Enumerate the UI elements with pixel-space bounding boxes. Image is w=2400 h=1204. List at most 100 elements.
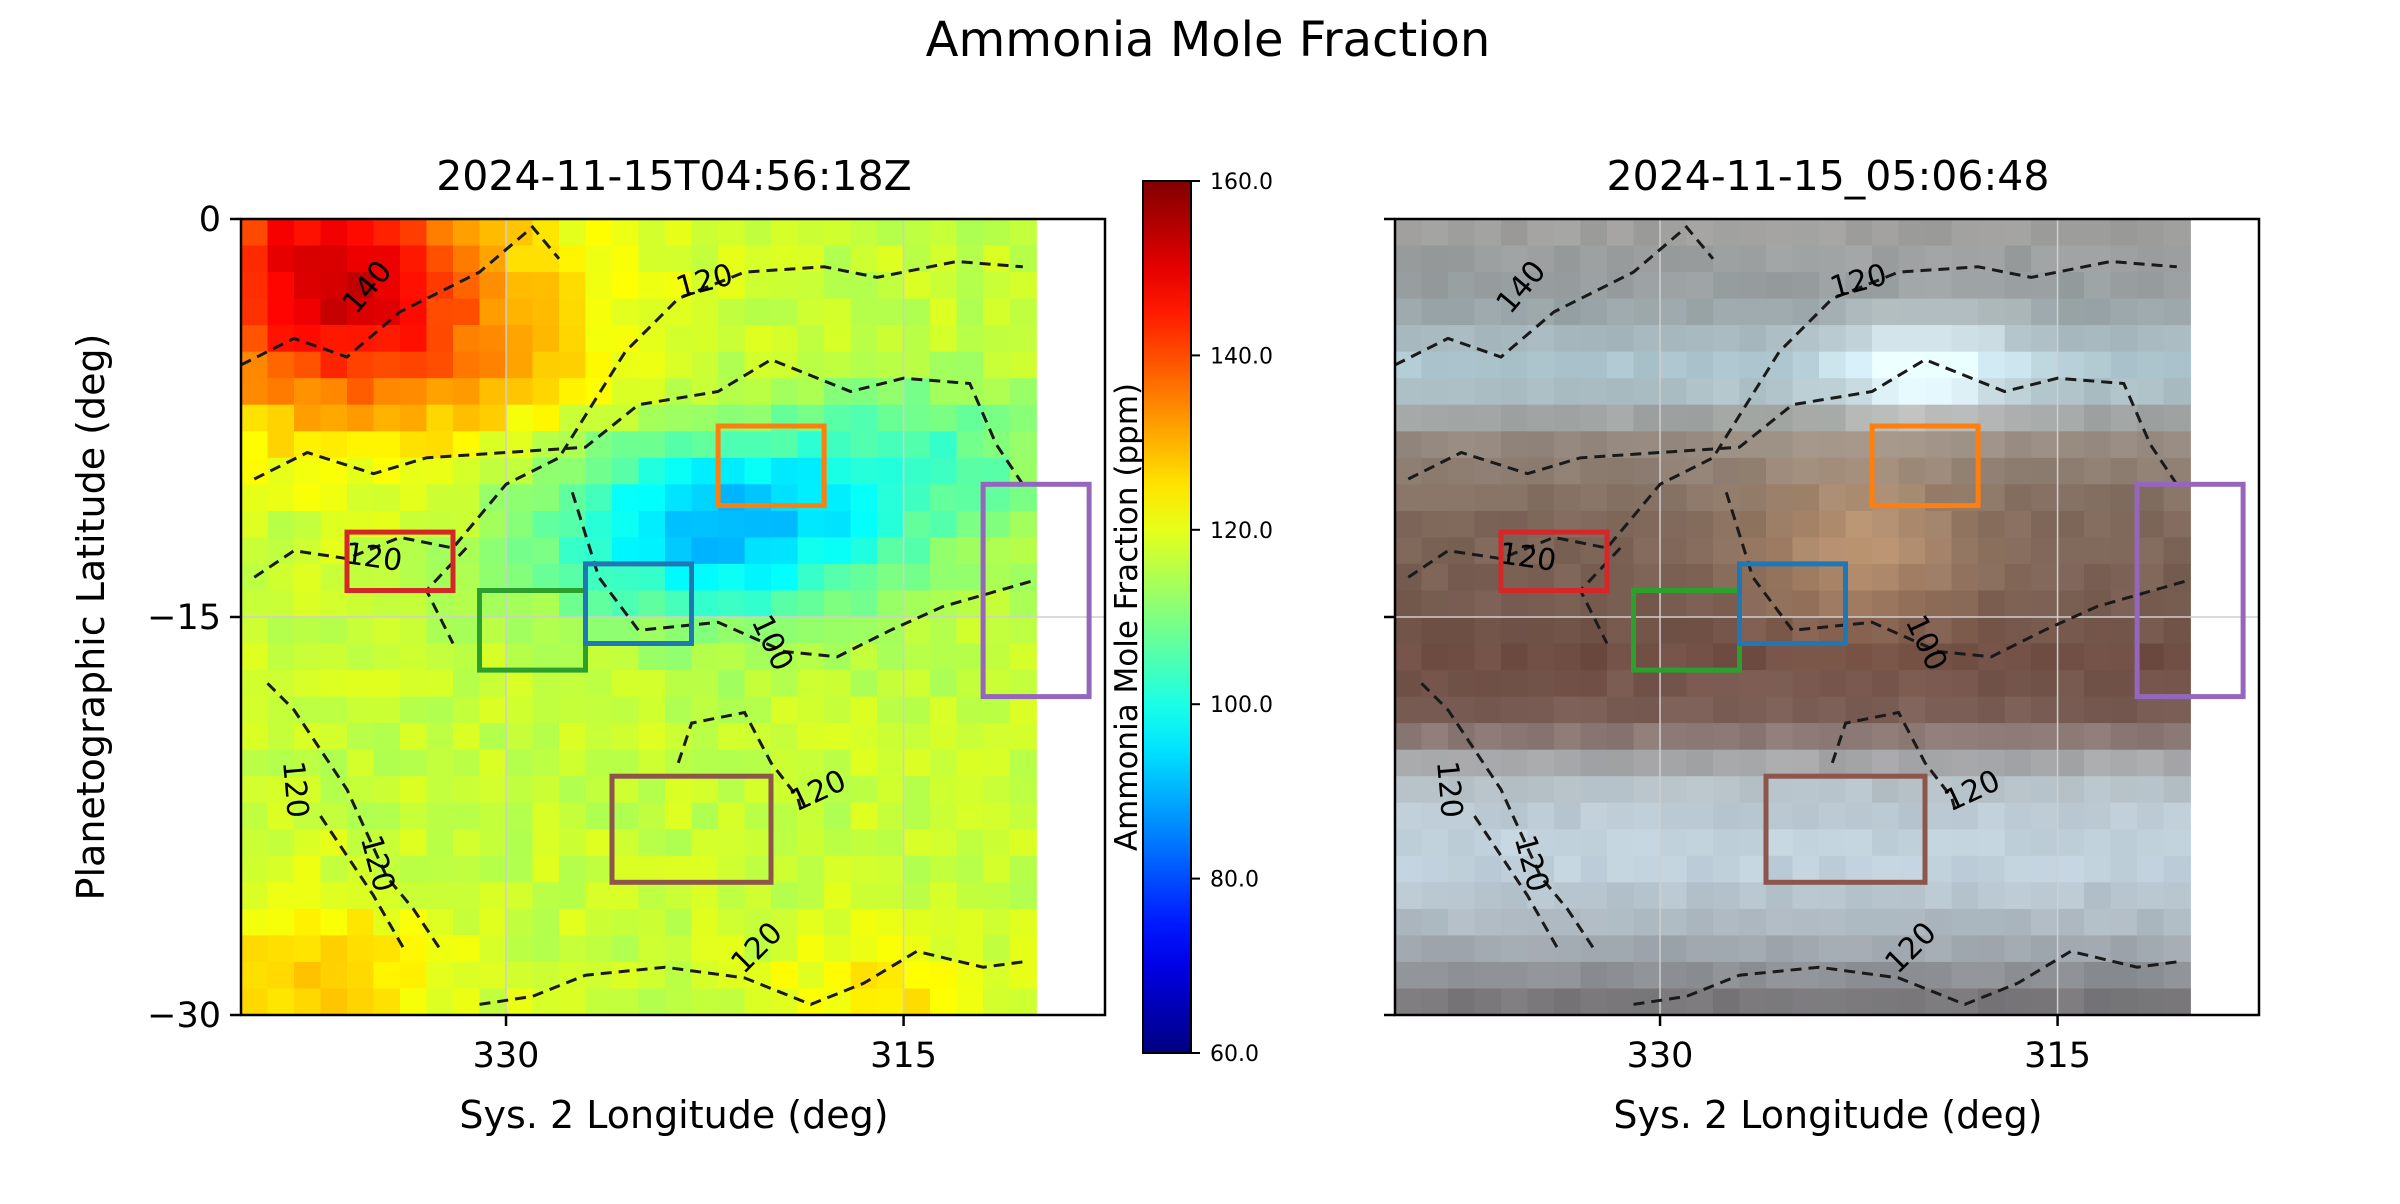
heatmap-cell [1421,245,1449,273]
heatmap-cell [797,802,825,830]
heatmap-cell [1633,537,1661,565]
heatmap-cell [665,855,693,884]
heatmap-cell [1739,988,1767,1015]
heatmap-cell [1819,563,1847,592]
heatmap-cell [1501,935,1529,963]
heatmap-cell [1527,696,1555,724]
heatmap-cell [2163,829,2191,857]
heatmap-cell [1978,457,2006,486]
heatmap-cell [1978,510,2006,539]
heatmap-cell [877,643,905,671]
contour-line [1830,710,1959,817]
heatmap-cell [877,961,905,990]
heatmap-cell [1898,908,1926,937]
heatmap-cell [1872,829,1900,857]
heatmap-cell [1686,935,1714,963]
heatmap-cell [903,378,931,406]
heatmap-cell [1009,723,1037,751]
heatmap-cell [2004,670,2032,698]
heatmap-cell [1792,776,1820,804]
heatmap-cell [2137,219,2165,247]
heatmap-cell [1009,351,1037,379]
heatmap-cell [2004,590,2032,618]
heatmap-cell [2084,696,2112,724]
heatmap-cell [347,882,375,910]
heatmap-cell [691,855,719,884]
heatmap-cell [1660,988,1688,1015]
heatmap-cell [1580,484,1608,512]
heatmap-cell [1872,431,1900,459]
heatmap-cell [241,908,269,937]
heatmap-cell [532,882,560,910]
heatmap-cell [1009,961,1037,990]
heatmap-cell [1925,670,1953,698]
right-gridlines [1395,219,2259,1015]
heatmap-cell [691,776,719,804]
heatmap-cell [1633,961,1661,990]
heatmap-cell [1607,484,1635,512]
heatmap-cell [294,431,322,459]
heatmap-cell [2084,670,2112,698]
heatmap-cell [532,272,560,300]
heatmap-cell [585,908,613,937]
heatmap-cell [1554,961,1582,990]
heatmap-cell [320,537,348,565]
heatmap-cell [1872,325,1900,353]
heatmap-cell [718,776,746,804]
heatmap-cell [638,908,666,937]
heatmap-cell [2057,431,2085,459]
heatmap-cell [930,617,958,645]
heatmap-cell [426,219,454,247]
heatmap-cell [1580,378,1608,406]
heatmap-cell [267,272,295,300]
heatmap-cell [2057,670,2085,698]
heatmap-cell [691,935,719,963]
heatmap-cell [665,484,693,512]
heatmap-cell [1554,802,1582,830]
heatmap-cell [532,935,560,963]
heatmap-cell [1527,325,1555,353]
heatmap-cell [983,696,1011,724]
heatmap-cell [1819,882,1847,910]
heatmap-cell [691,431,719,459]
heatmap-cell [1421,590,1449,618]
heatmap-cell [930,457,958,486]
heatmap-cell [1792,935,1820,963]
heatmap-cell [1713,245,1741,273]
heatmap-cell [771,537,799,565]
heatmap-cell [956,643,984,671]
heatmap-cell [347,776,375,804]
heatmap-cell [1898,537,1926,565]
heatmap-cell [1792,351,1820,379]
heatmap-cell [1421,272,1449,300]
heatmap-cell [1009,802,1037,830]
heatmap-cell [903,272,931,300]
heatmap-cell [2057,351,2085,379]
heatmap-cell [2163,882,2191,910]
heatmap-cell [930,961,958,990]
heatmap-cell [1009,563,1037,592]
heatmap-cell [718,617,746,645]
heatmap-cell [320,563,348,592]
heatmap-cell [373,404,401,432]
heatmap-cell [2004,776,2032,804]
heatmap-cell [612,351,640,379]
heatmap-cell [267,484,295,512]
heatmap-cell [585,590,613,618]
heatmap-cell [1395,882,1423,910]
heatmap-cell [691,404,719,432]
heatmap-cell [426,908,454,937]
contour-line [1633,949,2177,1007]
heatmap-cell [1474,537,1502,565]
heatmap-cell [1686,245,1714,273]
heatmap-cell [453,272,481,300]
heatmap-cell [665,298,693,326]
heatmap-cell [347,961,375,990]
heatmap-cell [983,563,1011,592]
heatmap-cell [983,219,1011,247]
heatmap-cell [1501,431,1529,459]
heatmap-cell [1501,776,1529,804]
heatmap-cell [426,696,454,724]
